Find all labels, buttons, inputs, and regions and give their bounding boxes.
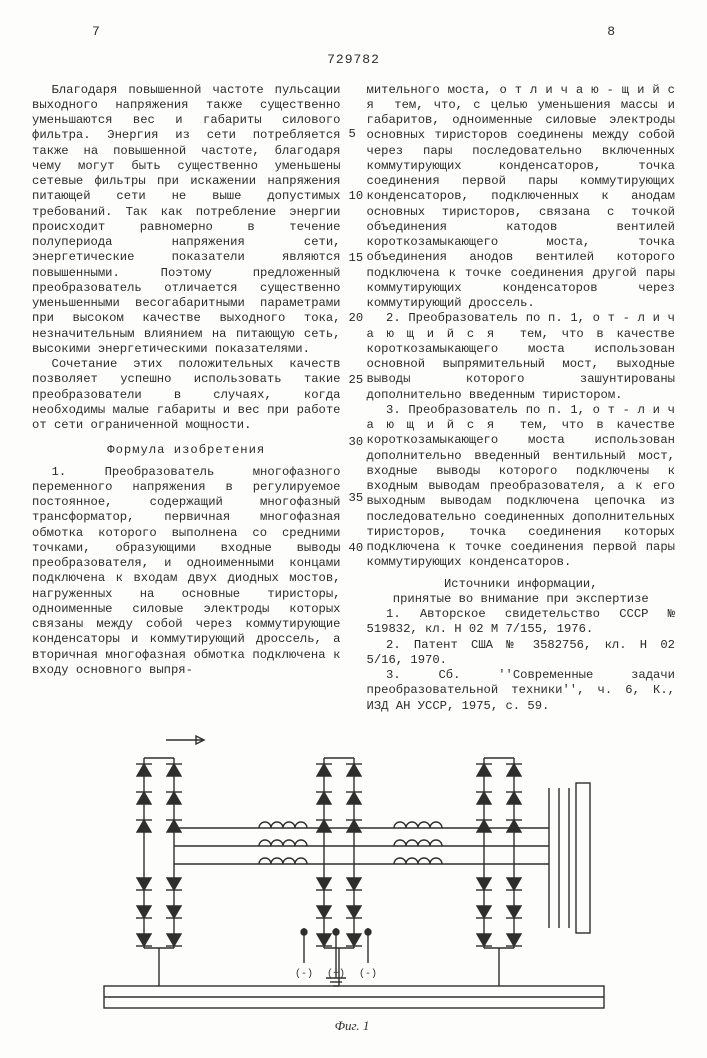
line-number: 25: [349, 373, 364, 388]
page-num-right: 8: [607, 24, 615, 40]
svg-text:Фиг. 1: Фиг. 1: [334, 1018, 369, 1033]
left-column: Благодаря повышенной частоте пульсации в…: [32, 83, 341, 714]
circuit-diagram: (-)(+)(-) Фиг. 1: [74, 728, 634, 1038]
left-para-3: 1. Преобразователь многофазного переменн…: [32, 465, 341, 679]
line-number: 10: [349, 189, 364, 204]
source-3: 3. Сб. ''Современные задачи преобразоват…: [367, 668, 676, 714]
line-number: 15: [349, 251, 364, 266]
line-number: 5: [349, 127, 356, 142]
line-number: 30: [349, 435, 364, 450]
svg-text:(-): (-): [358, 968, 376, 980]
figure-1: (-)(+)(-) Фиг. 1: [32, 728, 675, 1038]
source-2: 2. Патент США № 3582756, кл. Н 02 5/16, …: [367, 638, 676, 669]
source-1: 1. Авторское свидетельство СССР № 519832…: [367, 607, 676, 638]
page-header: 7 8: [92, 24, 615, 40]
line-number: 35: [349, 491, 364, 506]
right-para-2: 2. Преобразователь по п. 1, о т - л и ч …: [367, 311, 676, 403]
line-number: 40: [349, 541, 364, 556]
patent-number: 729782: [32, 52, 675, 68]
right-column: 5 10 15 20 25 30 35 40 мительного моста,…: [367, 83, 676, 714]
two-column-body: Благодаря повышенной частоте пульсации в…: [32, 83, 675, 714]
sources-title: Источники информации, принятые во вниман…: [367, 577, 676, 608]
formula-title: Формула изобретения: [32, 443, 341, 458]
page-num-left: 7: [92, 24, 100, 40]
right-para-1: мительного моста, о т л и ч а ю - щ и й …: [367, 83, 676, 312]
left-para-2: Сочетание этих положительных качеств поз…: [32, 357, 341, 433]
left-para-1: Благодаря повышенной частоте пульсации в…: [32, 83, 341, 358]
line-number: 20: [349, 311, 364, 326]
right-para-3: 3. Преобразователь по п. 1, о т - л и ч …: [367, 403, 676, 571]
svg-text:(-): (-): [294, 968, 312, 980]
